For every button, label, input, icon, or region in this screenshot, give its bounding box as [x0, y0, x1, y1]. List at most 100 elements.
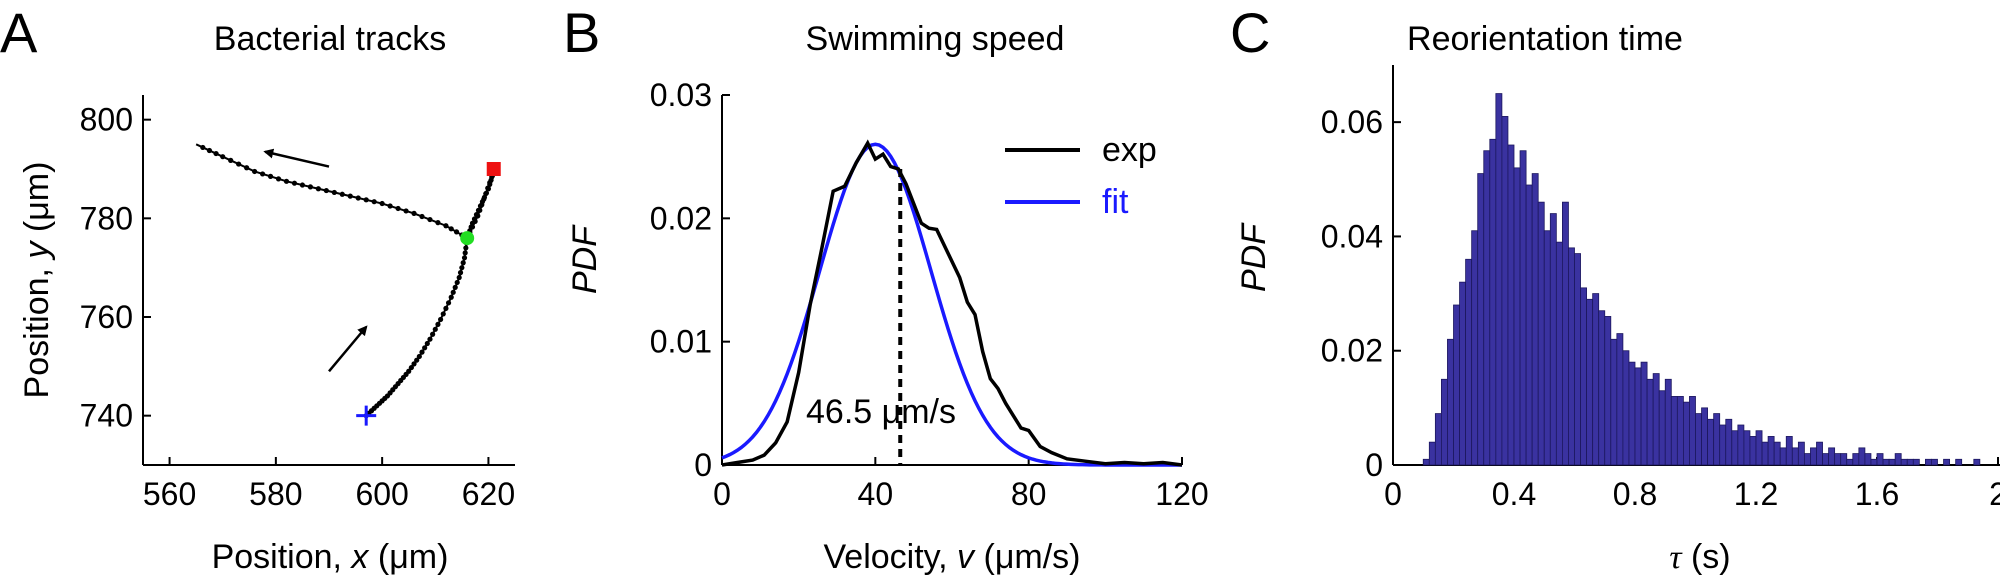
track-outbound-point — [259, 171, 266, 177]
track-outbound-point — [395, 205, 401, 212]
panel-a-x-tick-label: 560 — [143, 476, 196, 512]
histogram-bar — [1846, 458, 1854, 466]
histogram-bar — [1543, 230, 1551, 466]
histogram-bar — [1785, 436, 1793, 466]
histogram-bar — [1882, 458, 1890, 466]
histogram-bar — [1646, 378, 1654, 466]
panel-c-reorientation: C Reorientation time τ (s) PDF 0 0.4 0.8 1.… — [1230, 1, 2000, 576]
track-inbound-point — [422, 345, 428, 351]
track-outbound-point — [307, 184, 313, 190]
histogram-bar — [1652, 373, 1660, 466]
direction-arrow-1 — [328, 325, 368, 373]
histogram-bar — [1519, 150, 1527, 466]
histogram-bar — [1616, 333, 1624, 466]
panel-c-x-tick-label: 1.2 — [1734, 476, 1778, 512]
panel-b-x-tick-label: 40 — [858, 476, 894, 512]
track-outbound-point — [443, 223, 449, 229]
track-outbound-point — [283, 178, 290, 184]
histogram-bar — [1525, 184, 1533, 466]
track-outbound-point — [331, 189, 337, 196]
histogram-bar — [1428, 441, 1436, 466]
histogram-bar — [1604, 316, 1612, 466]
direction-arrow-2 — [263, 148, 330, 168]
panel-b-speed: B Swimming speed Velocity, v (μm/s) PDF … — [563, 1, 1209, 576]
panel-label-a: A — [0, 1, 38, 64]
panel-c-x-tick-label: 0 — [1384, 476, 1402, 512]
histogram-bar — [1828, 447, 1836, 466]
track-outbound-point — [419, 213, 425, 220]
start-marker — [356, 405, 377, 426]
histogram-bar — [1864, 453, 1872, 466]
histogram-bar — [1664, 378, 1672, 466]
histogram-bar — [1471, 230, 1479, 466]
panel-b-y-tick-label: 0.01 — [650, 324, 712, 360]
histogram-bar — [1749, 436, 1757, 466]
histogram-bar — [1628, 361, 1636, 466]
histogram-bar — [1549, 213, 1557, 466]
track-outbound-point — [291, 180, 298, 186]
track-outbound-point — [228, 157, 234, 163]
track-outbound-point — [236, 161, 242, 167]
histogram-bar — [1555, 241, 1563, 466]
track-outbound-point — [453, 229, 460, 235]
histogram-bar — [1840, 453, 1848, 466]
track-inbound-point — [443, 305, 449, 311]
panel-a-y-tick-label: 780 — [80, 200, 133, 236]
track-inbound-point — [448, 294, 454, 300]
histogram-bar — [1912, 458, 1920, 466]
histogram-bar — [1634, 367, 1642, 466]
track-inbound-point — [414, 357, 420, 363]
panel-b-x-tick-label: 120 — [1155, 476, 1208, 512]
panel-c-y-tick-label: 0 — [1365, 447, 1383, 483]
histogram-bar — [1670, 396, 1678, 466]
track-return-point — [479, 202, 485, 208]
histogram-bar — [1876, 453, 1884, 466]
panel-a-x-tick-label: 620 — [462, 476, 515, 512]
histogram-bar — [1755, 430, 1763, 466]
panel-c-title: Reorientation time — [1407, 20, 1683, 58]
track-outbound-point — [315, 186, 321, 192]
panel-label-c: C — [1230, 1, 1270, 64]
track-outbound-point — [339, 191, 345, 197]
panel-c-x-tick-label: 0.4 — [1492, 476, 1536, 512]
histogram-bar — [1943, 458, 1951, 466]
track-inbound-point — [463, 245, 469, 251]
track-outbound-point — [206, 147, 213, 154]
track-inbound-point — [452, 284, 458, 290]
track-inbound-point — [416, 353, 422, 360]
histogram-bar — [1713, 413, 1721, 466]
histogram-bar — [1906, 458, 1914, 466]
track-outbound-point — [323, 187, 329, 194]
histogram-bar — [1858, 447, 1866, 466]
track-return-point — [469, 224, 476, 230]
track-inbound-point — [419, 349, 425, 355]
panel-b-title: Swimming speed — [806, 20, 1065, 58]
histogram-bar — [1973, 458, 1981, 466]
histogram-bar — [1574, 253, 1581, 466]
track-inbound-point — [445, 300, 452, 306]
histogram-bar — [1810, 447, 1817, 466]
track-outbound-point — [379, 200, 385, 207]
track-outbound-point — [427, 216, 433, 223]
histogram-bar — [1453, 304, 1460, 466]
histogram-bar — [1779, 447, 1787, 466]
histogram-bar — [1459, 281, 1467, 466]
panel-b-x-label: Velocity, v (μm/s) — [824, 538, 1081, 576]
histogram-bar — [1701, 407, 1709, 466]
track-outbound-point — [387, 203, 393, 209]
histogram-bar — [1434, 413, 1442, 466]
panel-a-y-tick-label: 740 — [80, 398, 133, 434]
track-inbound-point — [454, 279, 460, 286]
histogram-bar — [1447, 338, 1454, 466]
track-outbound-point — [435, 220, 441, 226]
histogram-bar — [1658, 390, 1666, 466]
histogram-bar — [1513, 167, 1521, 466]
panel-a-y-label: Position, y (μm) — [18, 162, 56, 399]
histogram-bar — [1870, 458, 1878, 466]
histogram-bar — [1797, 441, 1805, 466]
track-inbound-point — [460, 260, 466, 266]
panel-label-b: B — [563, 1, 600, 64]
track-return-point — [477, 207, 483, 213]
panel-c-x-label: τ (s) — [1669, 538, 1730, 576]
